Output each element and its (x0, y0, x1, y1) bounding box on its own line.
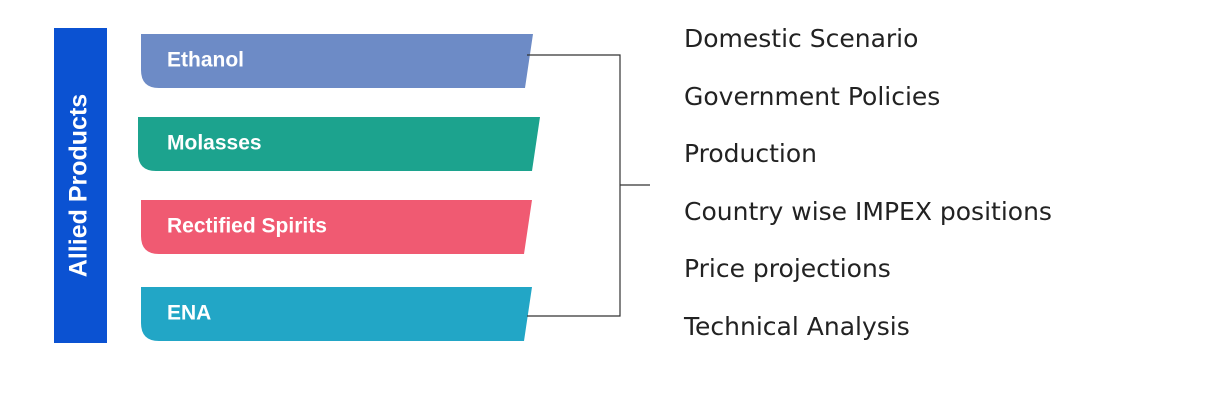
topic: Country wise IMPEX positions (684, 197, 1052, 226)
bracket (527, 54, 650, 317)
topic: Government Policies (684, 82, 940, 111)
topic: Production (684, 139, 817, 168)
sidebar-label: Allied Products (65, 94, 93, 277)
product-label: Molasses (167, 132, 262, 155)
product-band (138, 117, 540, 171)
product-band (141, 34, 533, 88)
product-label: Ethanol (167, 49, 244, 72)
topic: Technical Analysis (683, 312, 910, 341)
topic: Price projections (684, 254, 891, 283)
sidebar (54, 28, 107, 343)
product-label: Rectified Spirits (167, 215, 327, 238)
topic: Domestic Scenario (684, 24, 918, 53)
product-band (141, 287, 532, 341)
product-band (141, 200, 532, 254)
product-label: ENA (167, 302, 211, 325)
